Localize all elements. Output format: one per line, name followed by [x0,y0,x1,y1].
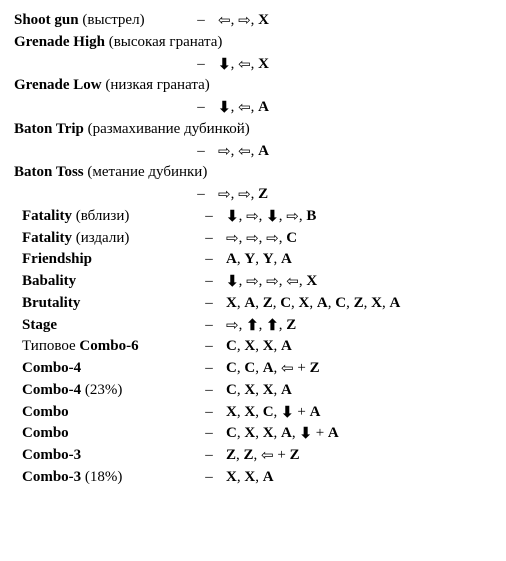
move-row: Combo–X, X, C, ⬇ + A [14,402,506,424]
move-label: Friendship [14,249,192,271]
move-row: Fatality (вблизи)–⬇, ⇨, ⬇, ⇨, B [14,206,506,228]
move-label-row: Grenade High (высокая граната) [14,32,506,54]
move-label-row: Baton Toss (метание дубинки) [14,162,506,184]
move-seq: X, X, C, ⬇ + A [226,402,506,424]
dash: – [192,293,226,315]
move-seq: ⇨, ⇦, A [218,141,506,163]
dash: – [192,358,226,380]
move-label: Combo [14,402,192,424]
dash: – [192,445,226,467]
move-seq: ⬇, ⇦, X [218,54,506,76]
dash: – [192,380,226,402]
move-seq: A, Y, Y, A [226,249,506,271]
move-seq: ⬇, ⇦, A [218,97,506,119]
moves-list: Shoot gun (выстрел)–⇦, ⇨, XGrenade High … [14,10,506,489]
move-label: Combo [14,423,192,445]
move-label: Fatality (вблизи) [14,206,192,228]
move-row: Combo-3–Z, Z, ⇦ + Z [14,445,506,467]
dash: – [192,315,226,337]
move-label: Babality [14,271,192,293]
move-row: Типовое Combo-6–C, X, X, A [14,336,506,358]
move-seq: ⇨, ⇨, Z [218,184,506,206]
move-row: Combo-4 (23%)–C, X, X, A [14,380,506,402]
dash: – [184,141,218,163]
dash: – [192,336,226,358]
move-seq-row: –⇨, ⇦, A [14,141,506,163]
move-label: Fatality (издали) [14,228,192,250]
move-label: Combo-3 [14,445,192,467]
dash: – [184,97,218,119]
dash: – [192,228,226,250]
dash: – [184,54,218,76]
move-seq: ⇦, ⇨, X [218,10,506,32]
move-row: Friendship–A, Y, Y, A [14,249,506,271]
dash: – [192,206,226,228]
move-row: Fatality (издали)–⇨, ⇨, ⇨, C [14,228,506,250]
move-label: Brutality [14,293,192,315]
move-label: Combo-4 (23%) [14,380,192,402]
move-label: Combo-4 [14,358,192,380]
move-seq: X, A, Z, C, X, A, C, Z, X, A [226,293,506,315]
move-label: Типовое Combo-6 [14,336,192,358]
move-seq: C, C, A, ⇦ + Z [226,358,506,380]
move-seq: ⇨, ⬆, ⬆, Z [226,315,506,337]
move-seq: C, X, X, A, ⬇ + A [226,423,506,445]
move-seq-row: –⬇, ⇦, A [14,97,506,119]
move-seq-row: –⇨, ⇨, Z [14,184,506,206]
move-label-row: Baton Trip (размахивание дубинкой) [14,119,506,141]
move-seq: Z, Z, ⇦ + Z [226,445,506,467]
dash: – [192,249,226,271]
move-seq: ⇨, ⇨, ⇨, C [226,228,506,250]
move-row: Combo-3 (18%)–X, X, A [14,467,506,489]
move-label: Combo-3 (18%) [14,467,192,489]
move-row: Brutality–X, A, Z, C, X, A, C, Z, X, A [14,293,506,315]
move-label: Baton Trip (размахивание дубинкой) [14,119,250,141]
move-row: Babality–⬇, ⇨, ⇨, ⇦, X [14,271,506,293]
move-seq-row: –⬇, ⇦, X [14,54,506,76]
dash: – [192,467,226,489]
move-label-row: Grenade Low (низкая граната) [14,75,506,97]
dash: – [184,10,218,32]
dash: – [184,184,218,206]
dash: – [192,271,226,293]
move-label: Grenade Low (низкая граната) [14,75,210,97]
move-label: Baton Toss (метание дубинки) [14,162,207,184]
move-label: Shoot gun (выстрел) [14,10,184,32]
move-row: Shoot gun (выстрел)–⇦, ⇨, X [14,10,506,32]
move-seq: X, X, A [226,467,506,489]
move-label: Stage [14,315,192,337]
move-seq: ⬇, ⇨, ⬇, ⇨, B [226,206,506,228]
move-seq: ⬇, ⇨, ⇨, ⇦, X [226,271,506,293]
move-row: Combo–C, X, X, A, ⬇ + A [14,423,506,445]
move-row: Stage–⇨, ⬆, ⬆, Z [14,315,506,337]
dash: – [192,402,226,424]
dash: – [192,423,226,445]
move-label: Grenade High (высокая граната) [14,32,222,54]
move-row: Combo-4–C, C, A, ⇦ + Z [14,358,506,380]
move-seq: C, X, X, A [226,380,506,402]
move-seq: C, X, X, A [226,336,506,358]
